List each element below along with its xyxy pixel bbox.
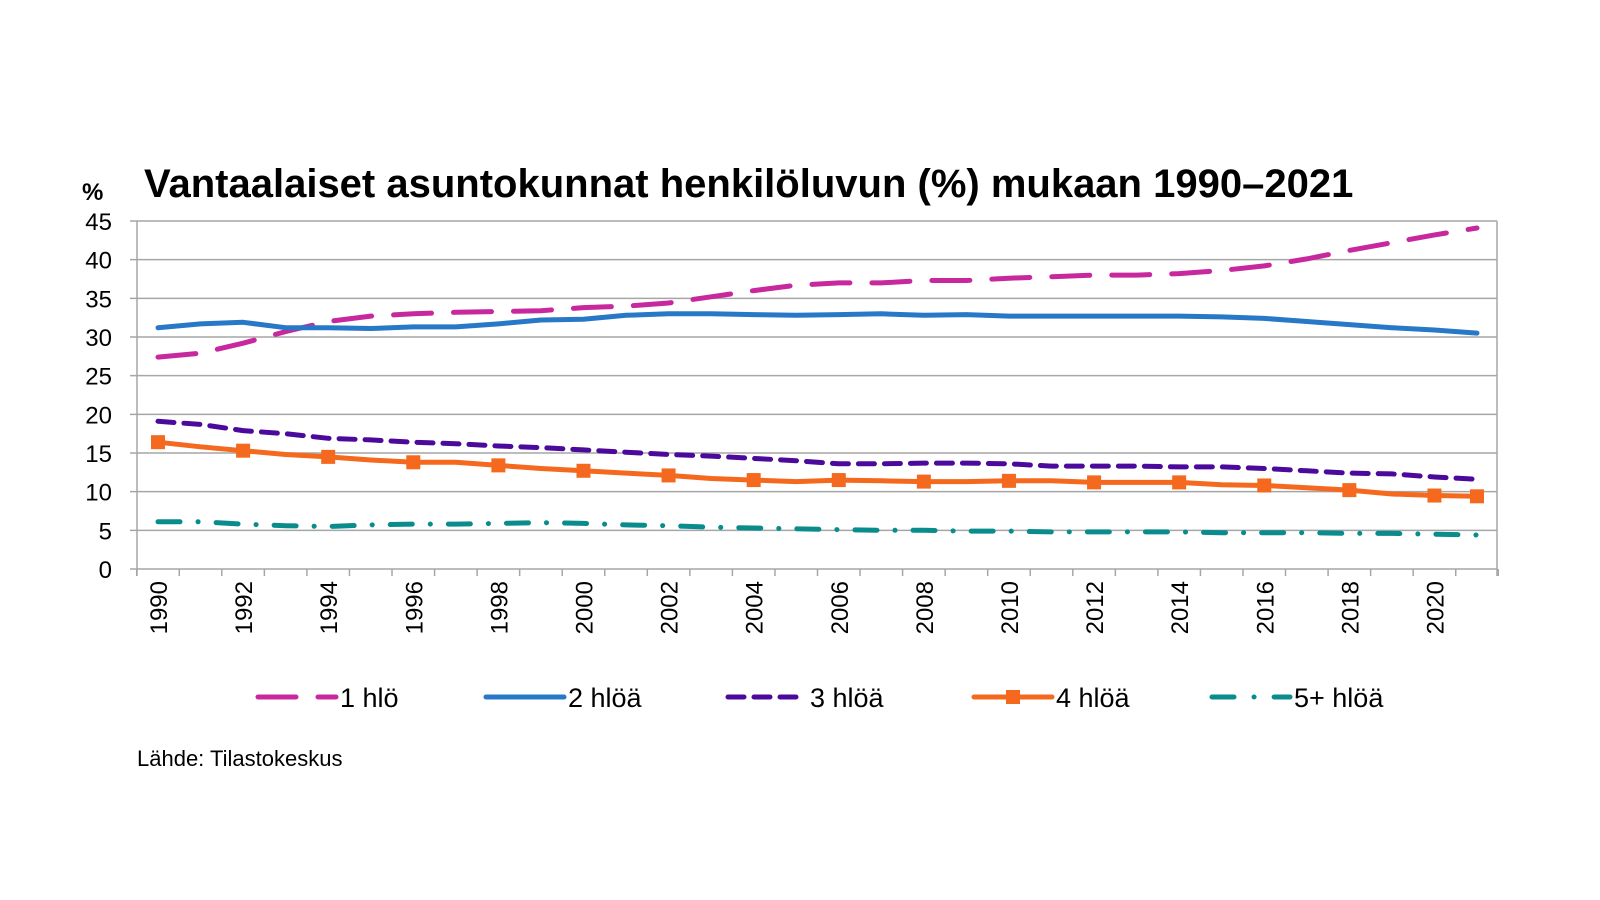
data-point-marker: [1470, 489, 1484, 504]
x-tick-label: 2004: [742, 581, 769, 634]
data-point-marker: [236, 443, 251, 458]
y-tick-label: 0: [99, 557, 112, 584]
data-point-marker: [746, 473, 761, 488]
legend-item: 5+ hlöä: [1209, 683, 1384, 713]
x-tick-label: 1996: [401, 581, 428, 634]
x-tick-label: 1990: [146, 581, 173, 634]
x-tick-label: 1998: [486, 581, 513, 634]
series-3-hl-: [155, 418, 1480, 482]
legend-label: 4 hlöä: [1056, 683, 1131, 713]
data-point-marker: [1257, 478, 1272, 493]
series-2-hl-: [155, 311, 1480, 336]
data-point-marker: [916, 474, 931, 489]
legend-label: 2 hlöä: [568, 683, 643, 713]
data-point-marker: [321, 449, 336, 464]
y-tick-label: 15: [85, 441, 112, 468]
x-tick-label: 2016: [1252, 581, 1279, 634]
series-1-hl-: [155, 225, 1480, 360]
legend-item: 1 hlö: [255, 683, 399, 713]
data-point-marker: [661, 468, 676, 483]
y-tick-label: 35: [85, 286, 112, 313]
series-4-hl-: [151, 435, 1484, 504]
data-point-marker: [151, 435, 165, 450]
x-tick-label: 2008: [912, 581, 939, 634]
data-point-marker: [1001, 473, 1016, 488]
data-point-marker: [1427, 488, 1442, 503]
series-line: [155, 311, 1480, 336]
chart-title: Vantaalaiset asuntokunnat henkilöluvun (…: [144, 162, 1353, 206]
data-point-marker: [491, 458, 506, 473]
x-tick-label: 2018: [1337, 581, 1364, 634]
y-tick-label: 5: [99, 518, 112, 545]
data-point-marker: [1087, 475, 1102, 490]
data-point-marker: [576, 463, 591, 478]
y-tick-label: 20: [85, 402, 112, 429]
data-point-marker: [406, 455, 421, 470]
data-point-marker: [1342, 483, 1357, 498]
x-tick-label: 2010: [997, 581, 1024, 634]
y-axis-unit-label: %: [82, 179, 103, 206]
x-tick-label: 2012: [1082, 581, 1109, 634]
series-line: [155, 519, 1480, 538]
legend-item: 2 hlöä: [483, 683, 643, 713]
legend-label: 1 hlö: [340, 683, 399, 713]
y-tick-label: 25: [85, 364, 112, 391]
series-line: [155, 439, 1480, 499]
legend-label: 3 hlöä: [810, 683, 885, 713]
x-axis-ticks: 1990 1992 1994 1996 1998 2000 2002 2004 2006 2008…: [135, 569, 1500, 634]
x-tick-label: 2014: [1167, 581, 1194, 634]
series-5-hl-: [155, 519, 1480, 538]
legend: 1 hlö 2 hlöä 3 hlöä 4 hlöä 5+ hlöä: [255, 683, 1384, 713]
x-tick-label: 1992: [231, 581, 258, 634]
x-tick-label: 2020: [1422, 581, 1449, 634]
data-point-marker: [1172, 475, 1187, 490]
legend-item: 4 hlöä: [971, 683, 1131, 713]
series-lines: [151, 225, 1484, 538]
y-tick-label: 40: [85, 248, 112, 275]
legend-label: 5+ hlöä: [1294, 683, 1384, 713]
x-tick-label: 2002: [657, 581, 684, 634]
series-line: [155, 418, 1480, 482]
x-tick-label: 2006: [827, 581, 854, 634]
y-tick-label: 10: [85, 480, 112, 507]
data-point-marker: [831, 473, 846, 488]
legend-item: 3 hlöä: [725, 683, 885, 713]
y-tick-label: 45: [85, 209, 112, 236]
legend-marker: [1006, 690, 1020, 704]
x-tick-label: 1994: [316, 581, 343, 634]
gridlines: [130, 220, 1498, 576]
y-tick-label: 30: [85, 325, 112, 352]
y-axis-ticks: 0 5 10 15 20 25 30 35 40 45: [85, 209, 112, 584]
series-line: [155, 225, 1480, 360]
x-tick-label: 2000: [571, 581, 598, 634]
source-note: Lähde: Tilastokeskus: [137, 746, 342, 771]
